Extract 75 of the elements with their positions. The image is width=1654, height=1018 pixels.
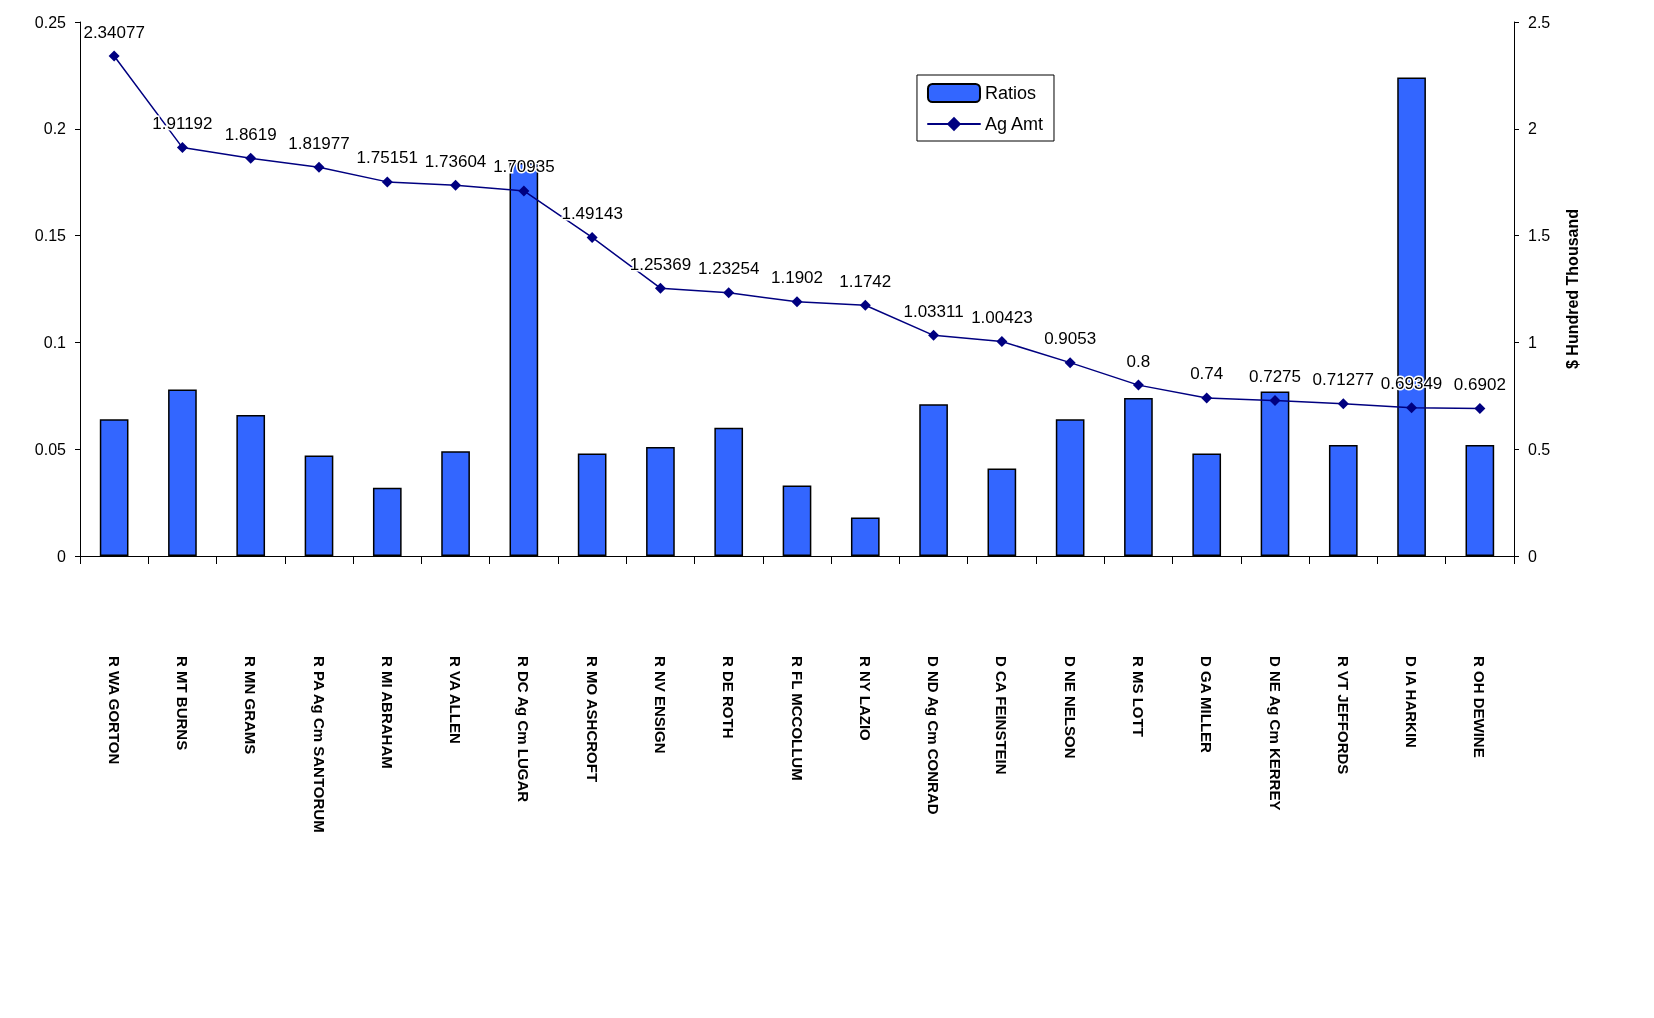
point xyxy=(108,50,120,62)
data-label: 0.8 xyxy=(1126,351,1151,371)
data-label: 1.25369 xyxy=(629,254,692,274)
y2-tick-label: 1.5 xyxy=(1528,227,1551,245)
data-label: 1.00423 xyxy=(971,308,1033,327)
y-tick-label: 0 xyxy=(57,547,67,565)
data-label: 1.23254 xyxy=(697,259,760,279)
x-tick-label: D CA FEINSTEIN xyxy=(993,656,1011,775)
x-tick-label: R MI ABRAHAM xyxy=(378,656,396,769)
data-label: 1.75151 xyxy=(356,148,419,168)
x-tick-label: R PA Ag Cm SANTORUM xyxy=(310,656,328,833)
x-tick-label: D NE Ag Cm KERREY xyxy=(1266,656,1284,811)
y2-axis-title: $ Hundred Thousand xyxy=(1563,209,1581,369)
x-tick-label: R VA ALLEN xyxy=(447,656,465,744)
x-tick-label: R VT JEFFORDS xyxy=(1334,656,1352,775)
point xyxy=(996,336,1008,347)
x-tick-label: R MS LOTT xyxy=(1129,656,1147,737)
data-label: 0.6902 xyxy=(1453,375,1506,395)
data-label: 0.71277 xyxy=(1312,370,1375,390)
data-label: 1.49143 xyxy=(561,203,623,223)
point xyxy=(723,287,735,299)
point xyxy=(518,185,530,197)
data-label: 1.73604 xyxy=(424,151,487,171)
point xyxy=(1201,392,1213,404)
point xyxy=(381,176,393,188)
x-tick-label: R MN GRAMS xyxy=(242,656,260,755)
y2-tick-label: 0 xyxy=(1528,547,1537,565)
x-tick-label: R WA GORTON xyxy=(105,656,123,765)
point xyxy=(1337,398,1349,410)
x-tick-label: R NV ENSIGN xyxy=(651,656,669,754)
x-tick-label: R MT BURNS xyxy=(173,656,191,751)
data-label: 2.34077 xyxy=(83,22,145,42)
x-tick-label: R OH DEWINE xyxy=(1471,656,1489,758)
y2-tick-label: 0.5 xyxy=(1528,440,1551,458)
data-label: 1.1902 xyxy=(771,268,823,288)
y2-tick-label: 1 xyxy=(1528,333,1537,351)
point xyxy=(586,231,598,243)
x-tick-label: R MO ASHCROFT xyxy=(583,656,601,783)
x-tick-label: R DC Ag Cm LUGAR xyxy=(515,656,533,803)
x-tick-label: D NE NELSON xyxy=(1061,656,1079,759)
x-tick-label: D ND Ag Cm CONRAD xyxy=(925,656,943,815)
point xyxy=(791,296,803,308)
data-label: 1.03311 xyxy=(903,301,964,321)
point xyxy=(176,142,188,154)
x-tick-label: D GA MILLER xyxy=(1198,656,1216,754)
point xyxy=(450,179,462,191)
point xyxy=(313,161,325,173)
legend-label: Ratios xyxy=(984,83,1037,103)
x-tick-label: R FL MCCOLLUM xyxy=(788,656,806,781)
point xyxy=(654,282,666,294)
data-label: 1.1742 xyxy=(839,271,892,291)
y-tick-label: 0.15 xyxy=(34,227,67,245)
y-tick-label: 0.1 xyxy=(43,333,67,351)
point xyxy=(1132,379,1144,391)
x-tick-label: R NY LAZIO xyxy=(856,656,874,742)
y2-tick-label: 2 xyxy=(1528,120,1537,138)
y-tick-label: 0.05 xyxy=(34,440,67,458)
legend-label: Ag Amt xyxy=(984,114,1044,134)
point xyxy=(1269,395,1281,407)
data-label: 1.81977 xyxy=(288,133,350,153)
x-tick-label: R DE ROTH xyxy=(720,656,738,739)
data-label: 0.74 xyxy=(1190,364,1224,384)
y-tick-label: 0.25 xyxy=(34,13,67,31)
x-tick-label: D IA HARKIN xyxy=(1403,656,1421,748)
point xyxy=(928,329,940,341)
y2-tick-label: 2.5 xyxy=(1528,13,1551,31)
point xyxy=(245,152,257,164)
data-label: 1.8619 xyxy=(224,124,277,144)
point xyxy=(859,299,871,311)
point xyxy=(1406,402,1418,414)
data-label: 0.7275 xyxy=(1249,367,1301,387)
point xyxy=(1474,403,1486,415)
point xyxy=(1064,357,1076,369)
data-label: 0.9053 xyxy=(1044,329,1097,349)
y-tick-label: 0.2 xyxy=(43,120,67,138)
